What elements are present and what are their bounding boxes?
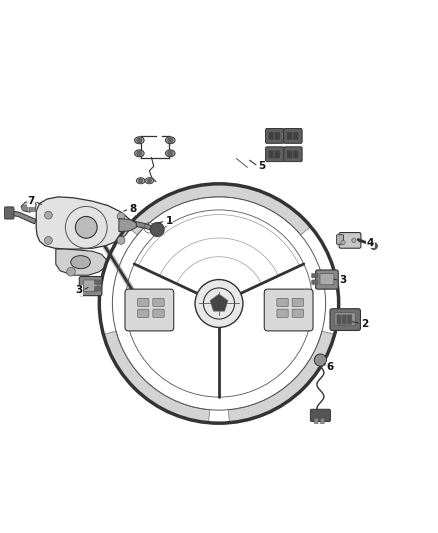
FancyBboxPatch shape [321, 418, 324, 424]
Polygon shape [21, 201, 36, 212]
Polygon shape [36, 197, 131, 249]
FancyBboxPatch shape [314, 418, 318, 424]
FancyBboxPatch shape [95, 287, 101, 291]
Circle shape [147, 179, 152, 183]
Polygon shape [56, 249, 107, 275]
Circle shape [67, 268, 75, 276]
Polygon shape [9, 211, 36, 224]
Ellipse shape [166, 150, 175, 157]
FancyBboxPatch shape [284, 147, 302, 161]
Circle shape [117, 213, 125, 220]
Polygon shape [103, 331, 210, 423]
FancyBboxPatch shape [311, 409, 330, 422]
FancyBboxPatch shape [275, 132, 280, 140]
Text: 3: 3 [339, 276, 346, 286]
FancyBboxPatch shape [138, 309, 149, 318]
Circle shape [117, 237, 125, 244]
FancyBboxPatch shape [312, 273, 318, 278]
Text: 5: 5 [258, 161, 265, 172]
Ellipse shape [71, 256, 90, 269]
FancyBboxPatch shape [337, 315, 341, 325]
FancyBboxPatch shape [284, 128, 302, 143]
FancyBboxPatch shape [312, 280, 318, 284]
Circle shape [45, 237, 52, 244]
Text: 1: 1 [165, 216, 173, 226]
FancyBboxPatch shape [29, 206, 35, 212]
FancyBboxPatch shape [293, 132, 298, 140]
Text: 7: 7 [27, 196, 35, 206]
FancyBboxPatch shape [336, 235, 343, 244]
Circle shape [352, 238, 356, 243]
FancyBboxPatch shape [265, 128, 284, 143]
FancyBboxPatch shape [320, 273, 334, 285]
FancyBboxPatch shape [268, 150, 274, 158]
Text: 2: 2 [361, 319, 368, 329]
FancyBboxPatch shape [316, 270, 338, 289]
FancyBboxPatch shape [125, 289, 174, 331]
Circle shape [314, 354, 326, 366]
Circle shape [168, 138, 173, 143]
FancyBboxPatch shape [265, 147, 284, 161]
FancyBboxPatch shape [153, 298, 164, 306]
FancyBboxPatch shape [153, 309, 164, 318]
FancyBboxPatch shape [22, 205, 28, 211]
FancyBboxPatch shape [342, 315, 346, 325]
FancyBboxPatch shape [292, 298, 304, 306]
Circle shape [45, 211, 52, 219]
Circle shape [195, 279, 243, 327]
Ellipse shape [136, 177, 145, 184]
FancyBboxPatch shape [268, 132, 274, 140]
Circle shape [371, 243, 378, 249]
Circle shape [137, 151, 142, 156]
Ellipse shape [166, 137, 175, 144]
FancyBboxPatch shape [335, 313, 356, 326]
Polygon shape [228, 331, 335, 423]
FancyBboxPatch shape [347, 315, 352, 325]
Circle shape [137, 138, 142, 143]
Circle shape [150, 223, 164, 237]
FancyBboxPatch shape [287, 150, 292, 158]
Ellipse shape [134, 150, 144, 157]
FancyBboxPatch shape [277, 298, 288, 306]
Polygon shape [210, 294, 228, 311]
Circle shape [138, 179, 143, 183]
FancyBboxPatch shape [277, 309, 288, 318]
FancyBboxPatch shape [330, 309, 360, 330]
FancyBboxPatch shape [293, 150, 298, 158]
FancyBboxPatch shape [339, 232, 361, 248]
FancyBboxPatch shape [287, 132, 292, 140]
FancyBboxPatch shape [4, 207, 14, 219]
Circle shape [168, 151, 173, 156]
Ellipse shape [134, 137, 144, 144]
Circle shape [341, 240, 345, 245]
Text: 6: 6 [326, 362, 334, 373]
FancyBboxPatch shape [84, 280, 98, 292]
FancyBboxPatch shape [292, 309, 304, 318]
Ellipse shape [145, 177, 154, 184]
Text: 4: 4 [367, 238, 374, 247]
FancyBboxPatch shape [138, 298, 149, 306]
Polygon shape [119, 219, 136, 232]
Text: 3: 3 [75, 286, 82, 295]
FancyBboxPatch shape [79, 277, 102, 296]
FancyBboxPatch shape [95, 280, 101, 284]
Circle shape [75, 216, 97, 238]
FancyBboxPatch shape [275, 150, 280, 158]
Text: 8: 8 [129, 204, 137, 214]
FancyBboxPatch shape [264, 289, 313, 331]
Polygon shape [127, 184, 311, 235]
Polygon shape [130, 220, 157, 232]
